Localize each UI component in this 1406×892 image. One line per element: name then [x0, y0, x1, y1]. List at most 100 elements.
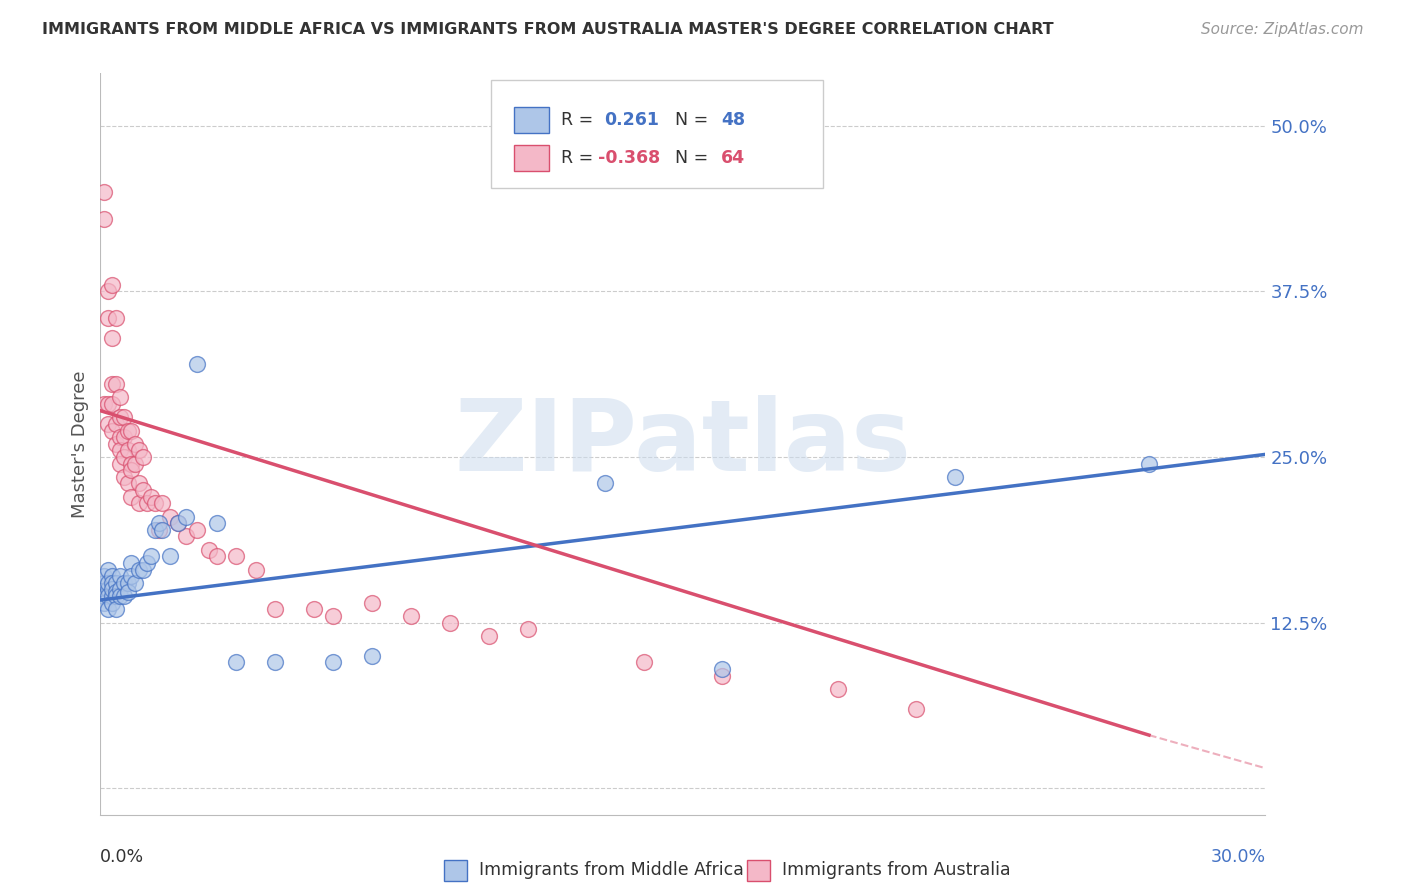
Point [93, 596, 115, 610]
Text: N =: N = [675, 149, 713, 168]
Point [97, 563, 120, 577]
Point [148, 516, 170, 531]
Point [101, 277, 124, 292]
Point [120, 457, 142, 471]
Point [112, 589, 135, 603]
Text: R =: R = [561, 111, 599, 128]
Point [174, 529, 197, 543]
Point [108, 410, 131, 425]
Point [117, 575, 139, 590]
Y-axis label: Master's Degree: Master's Degree [72, 370, 89, 517]
Point [136, 556, 159, 570]
Point [108, 589, 131, 603]
Point [322, 608, 344, 623]
Point [93, 569, 115, 583]
Text: IMMIGRANTS FROM MIDDLE AFRICA VS IMMIGRANTS FROM AUSTRALIA MASTER'S DEGREE CORRE: IMMIGRANTS FROM MIDDLE AFRICA VS IMMIGRA… [42, 22, 1054, 37]
Text: N =: N = [675, 111, 713, 128]
FancyBboxPatch shape [515, 145, 548, 171]
Point [101, 397, 124, 411]
Point [97, 582, 120, 597]
Point [93, 185, 115, 199]
Point [104, 417, 127, 431]
Point [143, 496, 166, 510]
Point [104, 589, 127, 603]
Point [101, 575, 124, 590]
Point [186, 523, 208, 537]
FancyBboxPatch shape [444, 860, 467, 880]
Point [101, 582, 124, 597]
Text: R =: R = [561, 149, 599, 168]
Text: 30.0%: 30.0% [1211, 848, 1265, 866]
Point [124, 436, 146, 450]
Point [128, 443, 150, 458]
Point [264, 602, 287, 616]
Point [593, 476, 616, 491]
Text: 0.261: 0.261 [603, 111, 658, 128]
Point [104, 377, 127, 392]
Text: -0.368: -0.368 [598, 149, 661, 168]
Point [124, 457, 146, 471]
Point [128, 496, 150, 510]
Point [633, 655, 655, 669]
Point [167, 516, 190, 531]
FancyBboxPatch shape [491, 80, 823, 188]
Point [132, 450, 155, 464]
Point [139, 490, 162, 504]
Point [159, 549, 181, 564]
Point [97, 602, 120, 616]
Text: ZIPatlas: ZIPatlas [454, 395, 911, 492]
Point [245, 563, 267, 577]
Point [124, 575, 146, 590]
Point [112, 575, 135, 590]
Point [93, 589, 115, 603]
Point [93, 211, 115, 226]
Point [97, 589, 120, 603]
Text: 0.0%: 0.0% [100, 848, 145, 866]
Point [117, 424, 139, 438]
Point [399, 608, 422, 623]
Point [97, 575, 120, 590]
Point [128, 563, 150, 577]
Point [302, 602, 325, 616]
Point [139, 549, 162, 564]
Point [152, 496, 174, 510]
Point [108, 569, 131, 583]
Point [104, 585, 127, 599]
Point [108, 443, 131, 458]
Point [120, 463, 142, 477]
Point [186, 357, 208, 371]
Point [117, 443, 139, 458]
Point [827, 681, 849, 696]
Point [943, 470, 966, 484]
Point [361, 648, 384, 663]
Point [143, 523, 166, 537]
Point [132, 483, 155, 497]
Point [516, 622, 538, 636]
Point [97, 417, 120, 431]
Point [120, 490, 142, 504]
Point [112, 410, 135, 425]
Point [112, 450, 135, 464]
Point [132, 563, 155, 577]
Point [108, 391, 131, 405]
Point [1137, 457, 1160, 471]
Point [120, 424, 142, 438]
Point [439, 615, 461, 630]
Point [152, 523, 174, 537]
Text: 64: 64 [721, 149, 745, 168]
Point [128, 476, 150, 491]
Point [97, 397, 120, 411]
Point [101, 569, 124, 583]
FancyBboxPatch shape [515, 107, 548, 133]
Point [93, 575, 115, 590]
Text: Source: ZipAtlas.com: Source: ZipAtlas.com [1201, 22, 1364, 37]
Point [264, 655, 287, 669]
Point [120, 556, 142, 570]
Point [112, 430, 135, 444]
Point [108, 582, 131, 597]
Point [104, 602, 127, 616]
Point [174, 509, 197, 524]
Text: Immigrants from Middle Africa: Immigrants from Middle Africa [479, 861, 744, 880]
Point [225, 549, 247, 564]
Point [710, 668, 733, 682]
